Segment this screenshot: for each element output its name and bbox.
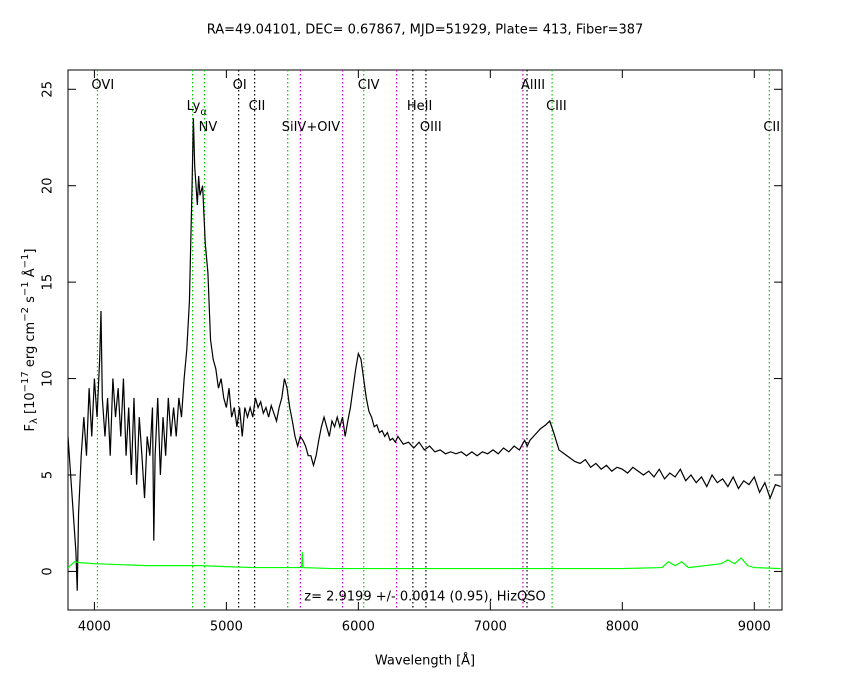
- line-label: Lyα: [187, 99, 208, 119]
- annotation: z= 2.9199 +/- 0.0014 (0.95), HizQSO: [304, 590, 545, 605]
- x-tick-label: 5000: [210, 620, 243, 635]
- spectrum-line: [68, 552, 781, 570]
- y-axis-label-part: Å: [22, 268, 38, 281]
- line-label-text: HeII: [407, 99, 432, 114]
- line-label: CIV: [358, 78, 380, 93]
- line-label-subscript: α: [200, 107, 207, 118]
- x-tick-label: 8000: [606, 620, 639, 635]
- line-label: CII: [249, 99, 266, 114]
- line-label: CII: [763, 120, 780, 135]
- line-label-text: OIII: [420, 120, 442, 135]
- y-axis-label-part: ]: [23, 249, 38, 254]
- y-tick-label: 5: [41, 471, 56, 479]
- y-axis-label-part: [10: [23, 392, 38, 418]
- x-tick-label: 6000: [342, 620, 375, 635]
- line-label-text: AlIII: [521, 78, 545, 93]
- y-tick-label: 0: [41, 567, 56, 575]
- y-axis-label-part: −17: [20, 371, 31, 392]
- line-label-text: CIV: [358, 78, 380, 93]
- y-axis-label-part: −2: [20, 307, 31, 322]
- line-label-text: OVI: [91, 78, 114, 93]
- x-tick-label: 4000: [78, 620, 111, 635]
- line-label-text: CII: [249, 99, 266, 114]
- y-axis-label-part: F: [23, 424, 38, 431]
- line-label-text: CII: [763, 120, 780, 135]
- y-axis-label-part: −1: [20, 281, 31, 296]
- x-axis-label: Wavelength [Å]: [375, 653, 475, 669]
- line-label-text: OI: [233, 78, 247, 93]
- y-axis-label: Fλ [10−17 erg cm−2 s−1 Å−1]: [20, 249, 40, 432]
- y-tick-label: 20: [41, 177, 56, 194]
- line-label: AlIII: [521, 78, 545, 93]
- y-axis-label-part: λ: [29, 418, 40, 424]
- line-label: OVI: [91, 78, 114, 93]
- line-label: SiIV+OIV: [282, 120, 341, 135]
- x-tick-label: 7000: [474, 620, 507, 635]
- line-label: NV: [199, 120, 218, 135]
- plot-frame: [67, 69, 783, 611]
- y-tick-label: 15: [41, 274, 56, 291]
- line-label-text: Ly: [187, 99, 201, 114]
- line-label: OI: [233, 78, 247, 93]
- y-tick-label: 10: [41, 370, 56, 387]
- line-label-text: NV: [199, 120, 218, 135]
- line-label-text: CIII: [546, 99, 567, 114]
- y-axis-label-part: −1: [20, 254, 31, 269]
- chart-title: RA=49.04101, DEC= 0.67867, MJD=51929, Pl…: [207, 23, 644, 38]
- y-axis-label-part: s: [23, 296, 38, 307]
- line-label-text: SiIV+OIV: [282, 120, 341, 135]
- y-axis-label-part: erg cm: [23, 322, 38, 371]
- line-label: CIII: [546, 99, 567, 114]
- x-tick-label: 9000: [738, 620, 771, 635]
- y-tick-label: 25: [41, 81, 56, 98]
- line-label: OIII: [420, 120, 442, 135]
- spectrum-line: [68, 118, 781, 591]
- line-label: HeII: [407, 99, 432, 114]
